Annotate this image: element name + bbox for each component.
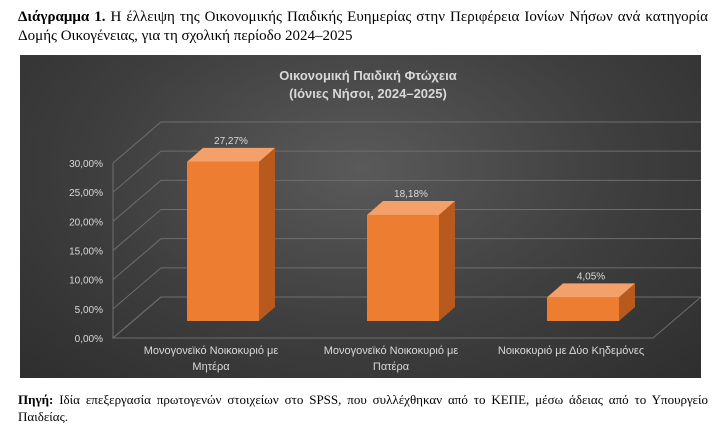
bars: 27,27% 18,18% 4,05% <box>187 136 635 321</box>
y-tick-label: 5,00% <box>75 305 103 316</box>
data-label: 4,05% <box>577 271 605 282</box>
y-tick-label: 0,00% <box>75 334 103 345</box>
gridline-side <box>112 209 162 251</box>
gridline-side <box>112 267 162 310</box>
figure-caption: Διάγραμμα 1. Η έλλειψη της Οικονομικής Π… <box>18 8 708 46</box>
y-tick-label: 30,00% <box>69 159 103 170</box>
bar-chart: Οικονομική Παιδική Φτώχεια (Ιόνιες Νήσοι… <box>69 68 703 373</box>
y-tick-label: 15,00% <box>69 247 103 258</box>
data-label: 27,27% <box>214 136 248 147</box>
y-tick-label: 20,00% <box>69 217 103 228</box>
gridline-side <box>112 179 162 222</box>
bar-side-face <box>439 200 455 321</box>
bar-top-face <box>367 200 455 215</box>
gridline-side <box>112 150 162 193</box>
bar-side-face <box>259 147 275 321</box>
caption-text: Η έλλειψη της Οικονομικής Παιδικής Ευημε… <box>18 9 708 44</box>
bar: 27,27% <box>187 136 275 321</box>
bar: 4,05% <box>547 271 635 321</box>
bar-side-face <box>619 283 635 321</box>
source-label: Πηγή: <box>18 392 54 407</box>
gridline-side <box>112 238 162 281</box>
bar-top-face <box>547 283 635 298</box>
gridline-side <box>112 296 162 339</box>
source-text: Ιδία επεξεργασία πρωτογενών στοιχείων στ… <box>18 392 709 424</box>
source-note: Πηγή: Ιδία επεξεργασία πρωτογενών στοιχε… <box>18 391 708 425</box>
bar-front-face <box>547 297 619 321</box>
y-axis: 0,00% 5,00% 10,00% 15,00% 20,00% 25,00% 30,00% <box>69 159 103 345</box>
x-tick-label: Πατέρα <box>373 361 410 373</box>
bar: 18,18% <box>367 189 455 321</box>
x-tick-label: Μονογονεϊκό Νοικοκυριό με <box>324 345 459 357</box>
chart-subtitle: (Ιόνιες Νήσοι, 2024–2025) <box>289 86 447 101</box>
bar-top-face <box>187 147 275 162</box>
chart-title: Οικονομική Παιδική Φτώχεια <box>279 68 456 83</box>
data-label: 18,18% <box>394 189 428 200</box>
y-tick-label: 25,00% <box>69 188 103 199</box>
x-tick-label: Νοικοκυριό με Δύο Κηδεμόνες <box>498 345 644 357</box>
caption-label: Διάγραμμα 1. <box>18 9 106 25</box>
chart-area: Οικονομική Παιδική Φτώχεια (Ιόνιες Νήσοι… <box>20 55 703 378</box>
y-tick-label: 10,00% <box>69 276 103 287</box>
gridline-side <box>112 121 162 164</box>
bar-front-face <box>187 161 259 321</box>
bar-front-face <box>367 214 439 321</box>
x-tick-label: Μητέρα <box>192 361 230 373</box>
x-tick-label: Μονογονεϊκό Νοικοκυριό με <box>144 345 279 357</box>
x-axis: Μονογονεϊκό Νοικοκυριό με Μητέρα Μονογονεϊ… <box>144 345 644 373</box>
